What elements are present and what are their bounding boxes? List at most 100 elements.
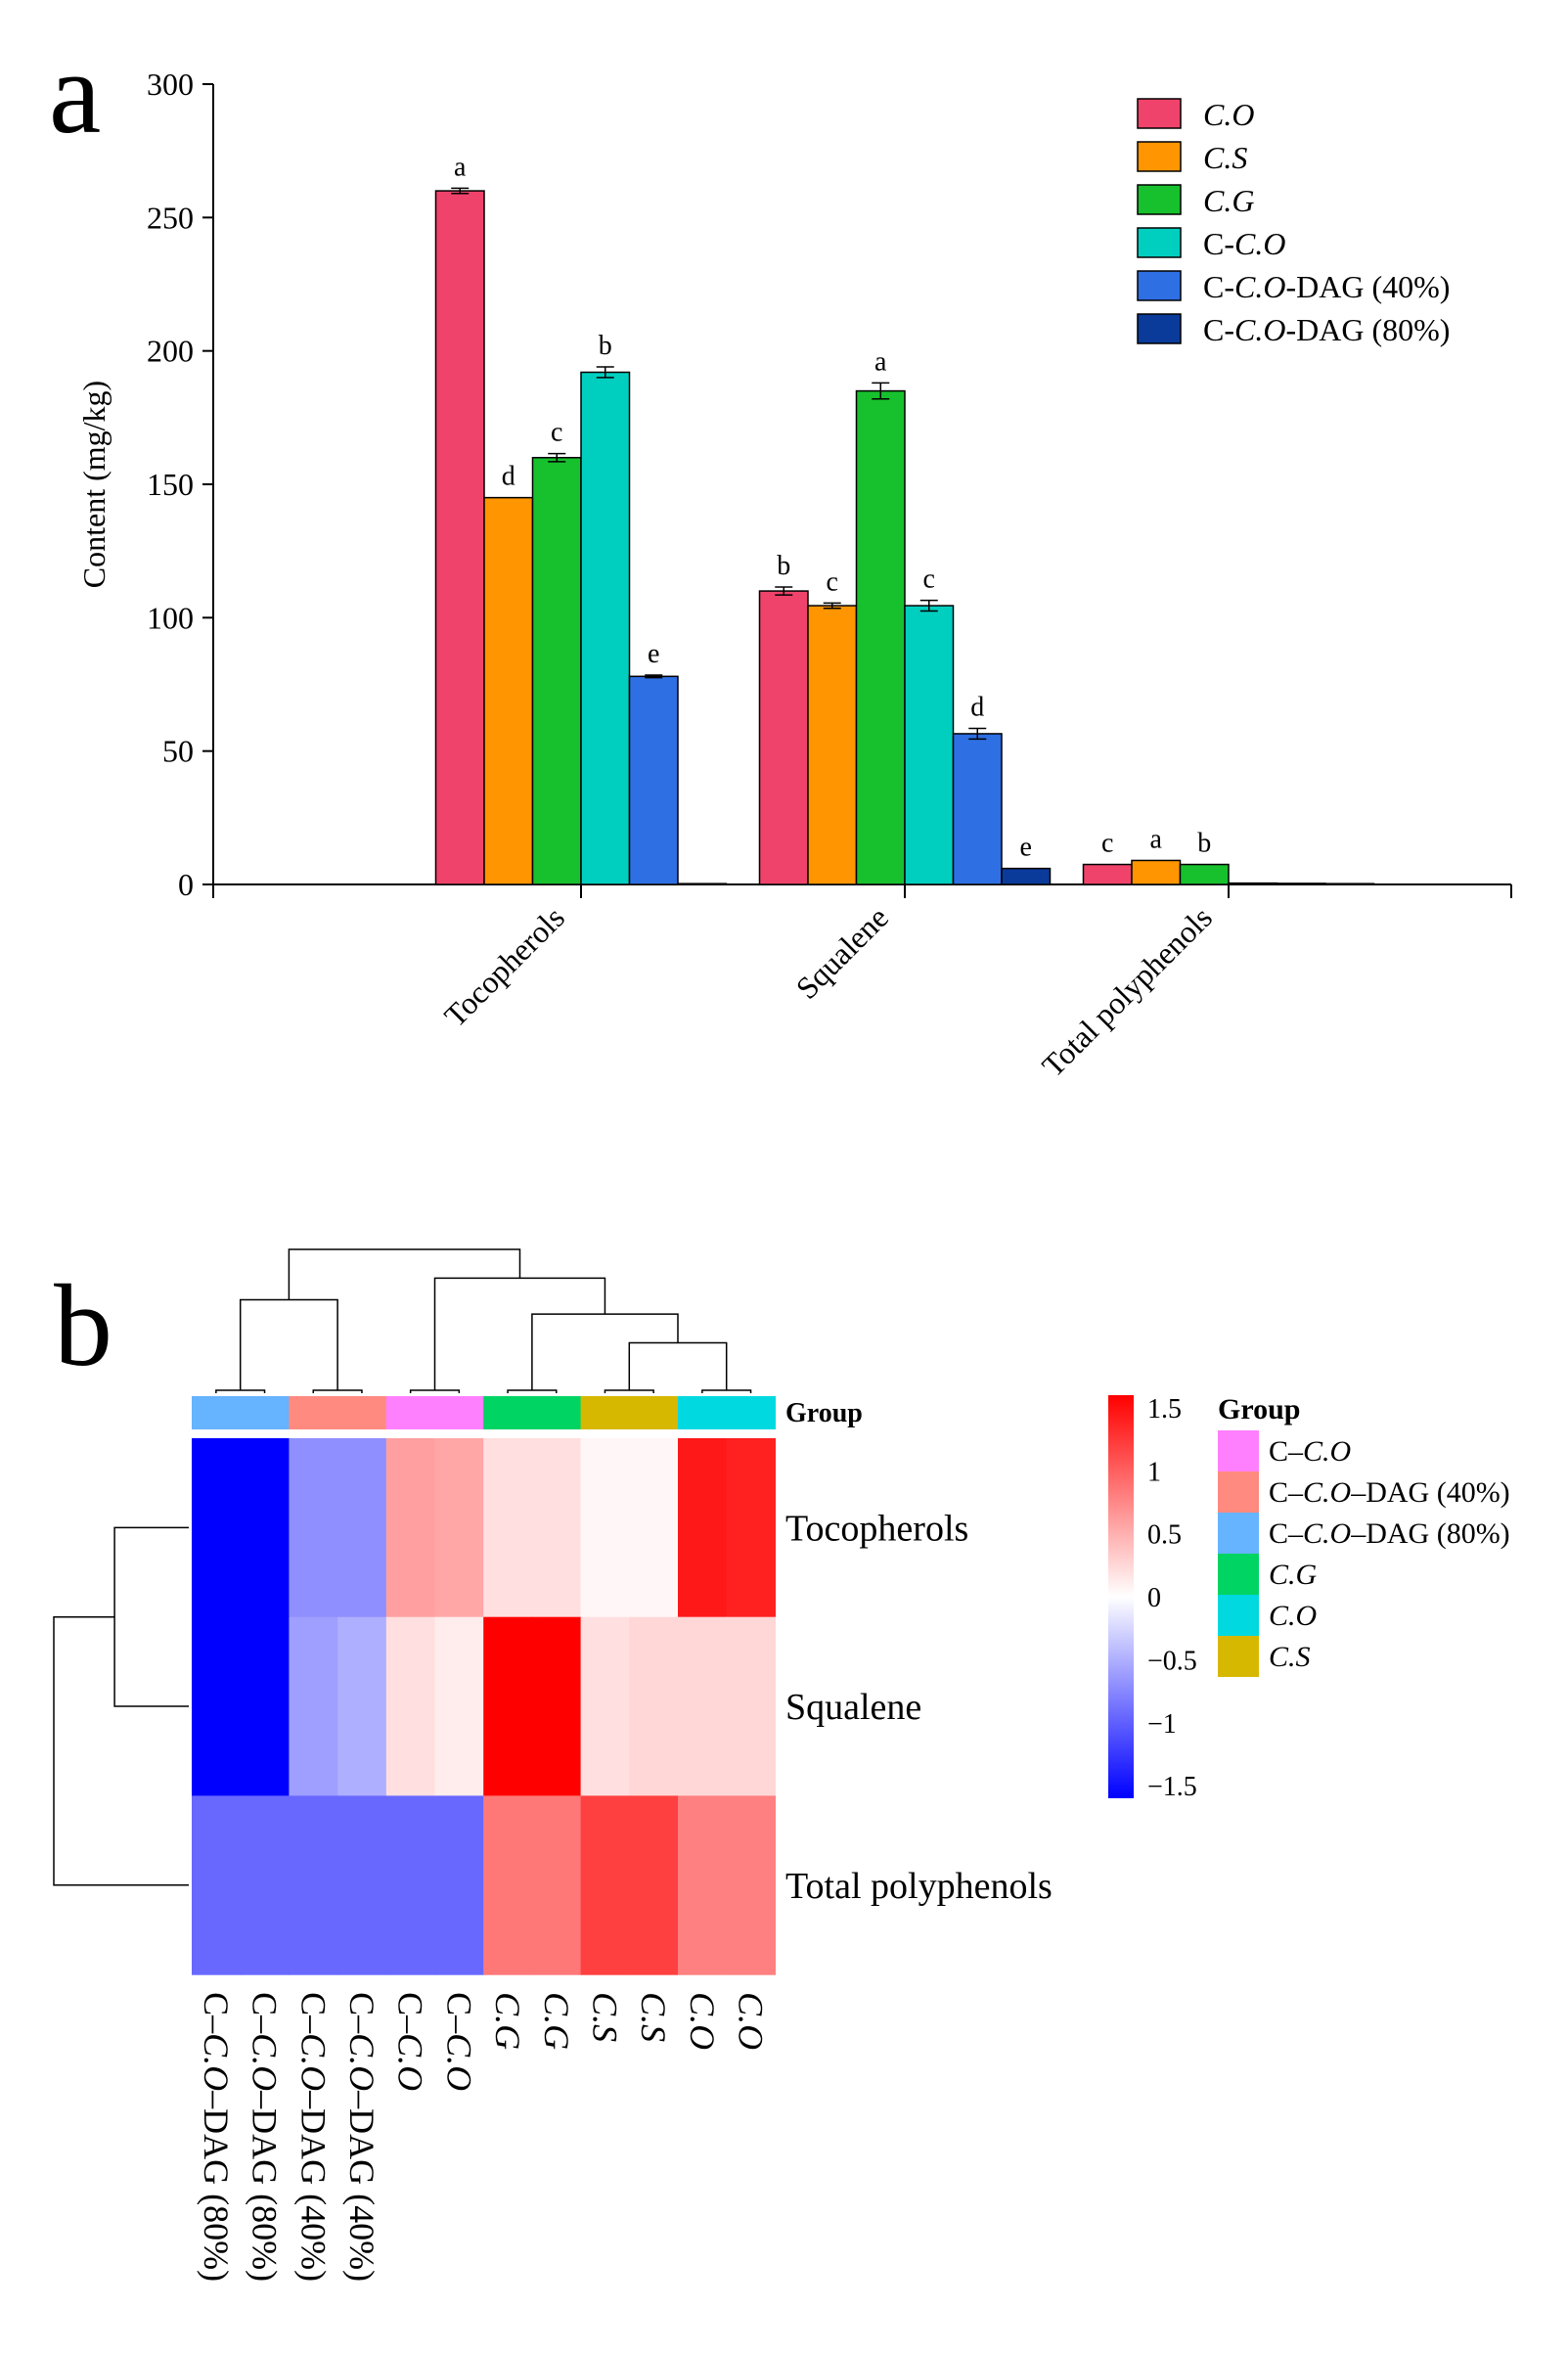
column-label-part: C.S (585, 1992, 624, 2042)
column-dendrogram-branch (531, 1313, 679, 1391)
bar (758, 590, 809, 885)
y-tick-label: 0 (178, 867, 194, 902)
group-legend-label-part: C– (1269, 1476, 1304, 1509)
column-label-part: C.O (197, 2033, 236, 2091)
legend-label-part: C.O (1203, 97, 1254, 132)
column-label: C–C.O–DAG (40%) (293, 1992, 333, 2282)
column-label-part: C.O (391, 2033, 430, 2091)
y-tick-label: 100 (147, 600, 194, 635)
group-legend-swatch (1218, 1636, 1259, 1677)
colorbar-tick-label: 0 (1147, 1583, 1161, 1613)
group-legend-label: C–C.O (1269, 1435, 1351, 1468)
legend-swatch (1137, 270, 1182, 301)
significance-letter: c (923, 565, 935, 595)
heatmap-cell (240, 1616, 290, 1796)
column-label: C–C.O–DAG (80%) (197, 1992, 236, 2282)
bar (952, 733, 1003, 885)
bar (483, 496, 534, 885)
legend-swatch (1137, 141, 1182, 172)
heatmap-cell (678, 1795, 728, 1975)
legend-label: C-C.O-DAG (80%) (1203, 312, 1450, 347)
legend-label: C.G (1203, 183, 1254, 218)
group-track-cell (580, 1396, 630, 1429)
column-label: C–C.O (439, 1992, 478, 2091)
column-label-part: C.O (732, 1992, 771, 2050)
group-legend-label-part: C.S (1269, 1641, 1311, 1673)
column-label-part: C– (342, 1992, 381, 2034)
colorbar-tick-label: −1.5 (1147, 1772, 1197, 1802)
group-track-cell (385, 1396, 436, 1429)
column-label-part: –DAG (80%) (246, 2090, 285, 2282)
column-dendrogram-branch (312, 1389, 363, 1393)
column-dendrogram-branch (409, 1389, 461, 1393)
heatmap-cell (337, 1616, 387, 1796)
row-label: Total polyphenols (785, 1866, 1053, 1907)
group-legend-label-part: C.O (1303, 1517, 1351, 1550)
legend-swatch (1137, 98, 1182, 129)
row-label: Tocopherols (785, 1508, 968, 1549)
legend-label-part: C.S (1203, 140, 1247, 175)
group-legend-label-part: –DAG (80%) (1350, 1517, 1509, 1550)
heatmap-cell (483, 1616, 533, 1796)
colorbar-tick-label: 0.5 (1147, 1520, 1182, 1551)
heatmap-cell (629, 1616, 679, 1796)
column-label-part: C– (391, 1992, 430, 2034)
column-dendrogram-branch (701, 1389, 752, 1393)
heatmap-cell (289, 1795, 338, 1975)
row-label: Squalene (785, 1687, 921, 1728)
significance-letter: a (874, 346, 887, 377)
heatmap-cell (483, 1795, 533, 1975)
column-label-part: C.G (488, 1992, 527, 2050)
significance-letter: a (454, 152, 467, 182)
column-dendrogram-branch (507, 1389, 558, 1393)
bar (904, 605, 955, 885)
column-label-part: C.O (439, 2033, 478, 2091)
significance-letter: d (502, 462, 515, 492)
legend-label-part: C- (1203, 226, 1234, 261)
column-label-part: C– (439, 1992, 478, 2034)
legend-label: C.S (1203, 140, 1247, 175)
group-track-cell (337, 1396, 387, 1429)
group-legend-label-part: C.O (1269, 1600, 1317, 1632)
row-dendrogram-branch (113, 1526, 189, 1707)
heatmap-cell (192, 1616, 242, 1796)
bar (434, 190, 485, 885)
heatmap-cell (629, 1795, 679, 1975)
colorbar-tick-label: 1.5 (1147, 1394, 1182, 1425)
heatmap-cell (726, 1616, 776, 1796)
column-label-part: –DAG (80%) (197, 2090, 236, 2282)
heatmap-cell (337, 1795, 387, 1975)
heatmap-cell (337, 1438, 387, 1618)
group-track-cell (531, 1396, 582, 1429)
colorbar (1108, 1395, 1134, 1798)
group-legend-swatch (1218, 1595, 1259, 1636)
x-tick-label: Tocopherols (437, 899, 571, 1033)
heatmap-cell (385, 1616, 436, 1796)
group-legend-label: C.O (1269, 1600, 1317, 1632)
group-track-cell (629, 1396, 679, 1429)
significance-letter: d (970, 692, 984, 722)
column-label-part: –DAG (40%) (342, 2090, 381, 2282)
column-dendrogram-branch (604, 1389, 654, 1393)
group-legend-label-part: C.O (1303, 1476, 1351, 1509)
y-tick-label: 300 (147, 67, 194, 102)
column-label-part: C.G (537, 1992, 576, 2050)
column-label: C.G (537, 1992, 576, 2050)
heatmap-cell (726, 1438, 776, 1618)
y-axis-title: Content (mg/kg) (76, 381, 112, 588)
significance-letter: b (1197, 829, 1211, 859)
legend-label-part: C.O (1234, 312, 1285, 347)
colorbar-tick-label: 1 (1147, 1457, 1161, 1487)
row-dendrogram-branch (53, 1615, 189, 1886)
group-legend-swatch (1218, 1430, 1259, 1471)
group-track-cell (726, 1396, 776, 1429)
group-legend-label-part: C.G (1269, 1559, 1318, 1591)
bar (1001, 867, 1052, 885)
significance-letter: a (1150, 824, 1163, 854)
bar (1324, 882, 1375, 885)
bar (628, 675, 679, 885)
legend-label: C-C.O-DAG (40%) (1203, 269, 1450, 304)
group-legend-swatch (1218, 1513, 1259, 1554)
heatmap-cell (385, 1795, 436, 1975)
